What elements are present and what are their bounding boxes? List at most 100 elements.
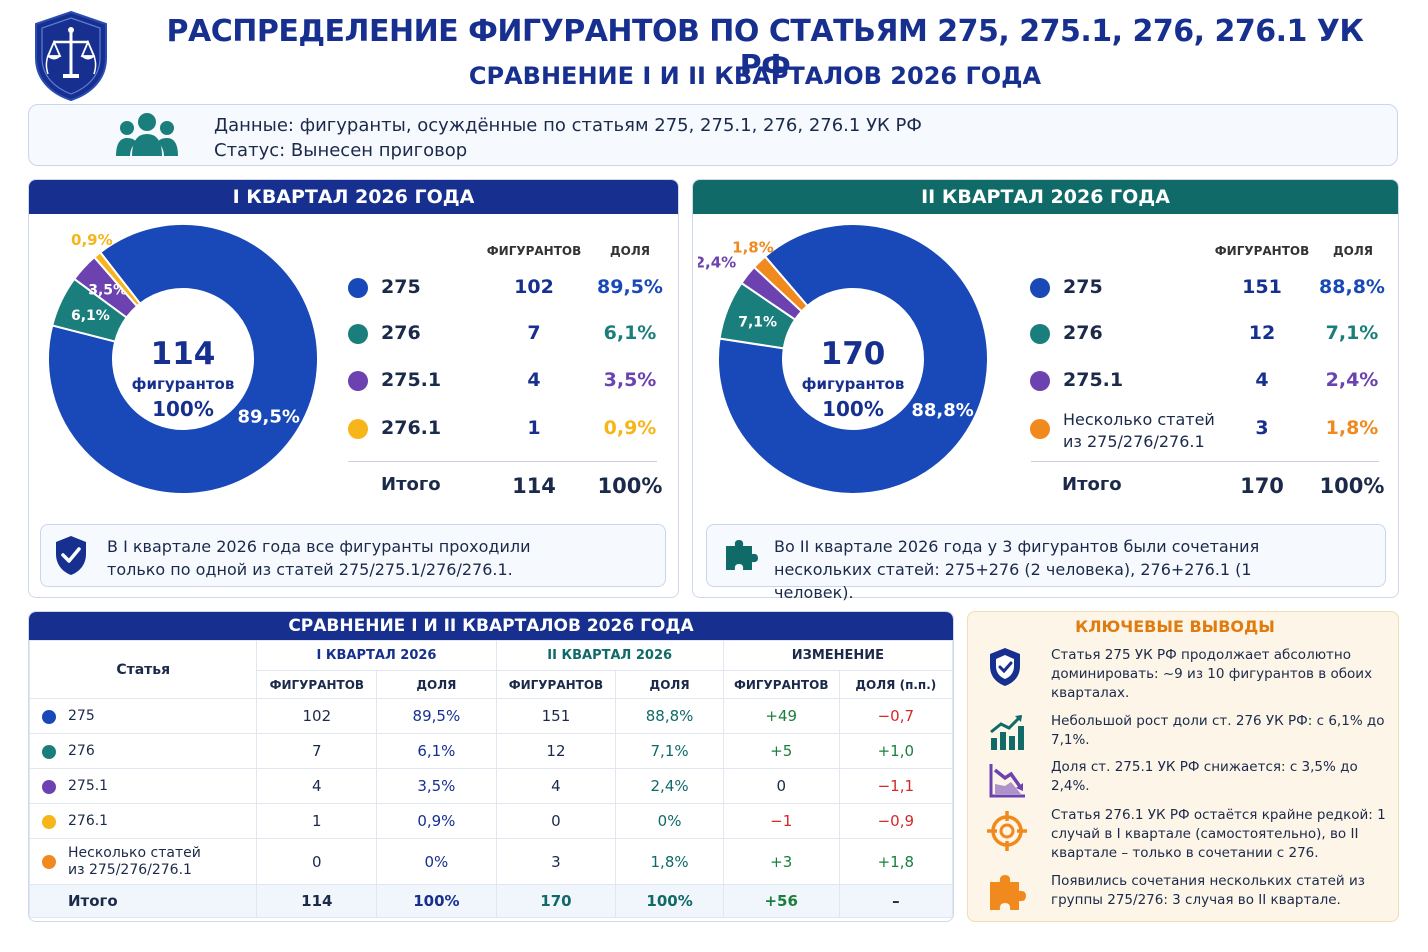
legend-dot <box>348 278 368 298</box>
q2-col-count: ФИГУРАНТОВ <box>1214 244 1310 258</box>
group-q2: II КВАРТАЛ 2026 <box>495 640 724 671</box>
legend-share: 89,5% <box>597 276 663 298</box>
total-q1-share: 100% <box>376 884 497 918</box>
legend-share: 0,9% <box>603 417 657 439</box>
total-change-count: +56 <box>722 884 840 918</box>
q1-count: 7 <box>256 733 378 769</box>
legend-label: Несколько статей из 275/276/276.1 <box>1063 410 1215 451</box>
legend-label: 276 <box>381 322 421 344</box>
puzzle-icon <box>726 540 758 570</box>
q2-total-label: Итого <box>1062 474 1122 495</box>
legend-label: 275.1 <box>381 369 442 391</box>
q2-slice-label-2: 2,4% <box>698 254 736 272</box>
q1-col-count: ФИГУРАНТОВ <box>486 244 582 258</box>
row-article: 275 <box>29 698 258 734</box>
legend-label: 276 <box>1063 322 1103 344</box>
q1-slice-0 <box>47 223 319 495</box>
q2-slice-3 <box>752 255 809 313</box>
info-text: Данные: фигуранты, осуждённые по статьям… <box>214 113 922 163</box>
q2-share: 0% <box>615 803 724 839</box>
comparison-table: Статья I КВАРТАЛ 2026 II КВАРТАЛ 2026 ИЗ… <box>29 640 953 918</box>
q2-panel-header: II КВАРТАЛ 2026 ГОДА <box>693 180 1398 214</box>
q1-slice-label-1: 6,1% <box>71 308 110 324</box>
change-count: +49 <box>722 698 840 734</box>
conclusion-text: Небольшой рост доли ст. 276 УК РФ: с 6,1… <box>1051 713 1385 748</box>
legend-count: 102 <box>514 276 554 298</box>
sub-q2-count: ФИГУРАНТОВ <box>495 670 617 699</box>
legend-count: 12 <box>1248 322 1276 344</box>
q1-donut-chart: 89,5% 6,1% 3,5% 0,9% <box>47 223 319 495</box>
change-share: +1,0 <box>838 733 953 769</box>
page-subtitle: СРАВНЕНИЕ I И II КВАРТАЛОВ 2026 ГОДА <box>468 62 1042 90</box>
change-share: −0,9 <box>838 803 953 839</box>
q2-count: 3 <box>495 838 617 885</box>
legend-count: 4 <box>527 369 541 391</box>
legend-dot <box>1030 371 1050 391</box>
q2-slice-label-0: 88,8% <box>911 400 973 421</box>
row-article: 276 <box>29 733 258 769</box>
change-count: −1 <box>722 803 840 839</box>
legend-label: 276.1 <box>381 417 442 439</box>
info-data-line: Данные: фигуранты, осуждённые по статьям… <box>214 115 922 136</box>
growth-chart-icon <box>990 714 1024 750</box>
q1-count: 102 <box>256 698 378 734</box>
q1-slice-label-0: 89,5% <box>237 406 299 427</box>
q1-panel-header: I КВАРТАЛ 2026 ГОДА <box>29 180 678 214</box>
shield-icon <box>990 648 1020 686</box>
q2-slice-label-3: 1,8% <box>732 239 774 257</box>
legend-dot <box>1030 324 1050 344</box>
table-row: 275.1 4 3,5% 4 2,4% 0 −1,1 <box>29 768 953 804</box>
total-q1-count: 114 <box>256 884 378 918</box>
q2-count: 4 <box>495 768 617 804</box>
comparison-panel: СРАВНЕНИЕ I И II КВАРТАЛОВ 2026 ГОДА Ста… <box>28 611 954 922</box>
col-article: Статья <box>29 640 258 699</box>
conclusion-text: Статья 275 УК РФ продолжает абсолютно до… <box>1051 647 1373 701</box>
conclusions-panel <box>967 611 1399 922</box>
q2-slice-label-1: 7,1% <box>738 314 777 330</box>
conclusion-text: Появились сочетания нескольких статей из… <box>1051 873 1365 908</box>
q1-note-box <box>40 524 666 587</box>
q1-slice-label-2: 3,5% <box>88 283 127 299</box>
total-change-share: – <box>838 884 953 918</box>
q2-total-count: 170 <box>1240 474 1284 498</box>
legend-share: 7,1% <box>1325 322 1379 344</box>
q2-count: 151 <box>495 698 617 734</box>
q2-divider <box>1031 461 1379 462</box>
change-share: −0,7 <box>838 698 953 734</box>
table-row: 276.1 1 0,9% 0 0% −1 −0,9 <box>29 803 953 839</box>
q1-note-text: В I квартале 2026 года все фигуранты про… <box>107 537 531 579</box>
legend-count: 3 <box>1255 417 1269 439</box>
people-icon <box>116 113 178 156</box>
sub-q1-count: ФИГУРАНТОВ <box>256 670 378 699</box>
group-change: ИЗМЕНЕНИЕ <box>722 640 953 671</box>
q1-share: 6,1% <box>376 733 497 769</box>
change-count: 0 <box>722 768 840 804</box>
sub-change-share: ДОЛЯ (п.п.) <box>838 670 953 699</box>
conclusion-text: Статья 276.1 УК РФ остаётся крайне редко… <box>1051 807 1386 861</box>
comparison-header: СРАВНЕНИЕ I И II КВАРТАЛОВ 2026 ГОДА <box>29 612 953 640</box>
legend-dot <box>1030 278 1050 298</box>
total-q2-share: 100% <box>615 884 724 918</box>
legend-dot <box>1030 419 1050 439</box>
q1-col-share: ДОЛЯ <box>609 244 651 258</box>
q2-center-pct: 100% <box>822 397 884 421</box>
change-count: +3 <box>722 838 840 885</box>
total-q2-count: 170 <box>495 884 617 918</box>
change-share: +1,8 <box>838 838 953 885</box>
q1-share: 3,5% <box>376 768 497 804</box>
table-row: 276 7 6,1% 12 7,1% +5 +1,0 <box>29 733 953 769</box>
q2-center-number: 170 <box>820 336 886 372</box>
row-article: 276.1 <box>29 803 258 839</box>
q2-share: 88,8% <box>615 698 724 734</box>
change-count: +5 <box>722 733 840 769</box>
legend-dot <box>348 371 368 391</box>
q1-slice-label-3: 0,9% <box>71 231 113 249</box>
conclusion-text: Доля ст. 275.1 УК РФ снижается: с 3,5% д… <box>1051 759 1358 794</box>
legend-label: 275.1 <box>1063 369 1124 391</box>
legend-count: 4 <box>1255 369 1269 391</box>
legend-label: 275 <box>381 276 421 298</box>
q2-note-box <box>706 524 1386 587</box>
decline-chart-icon <box>989 764 1025 798</box>
table-total-row: Итого 114 100% 170 100% +56– <box>29 884 953 918</box>
legend-count: 7 <box>527 322 541 344</box>
